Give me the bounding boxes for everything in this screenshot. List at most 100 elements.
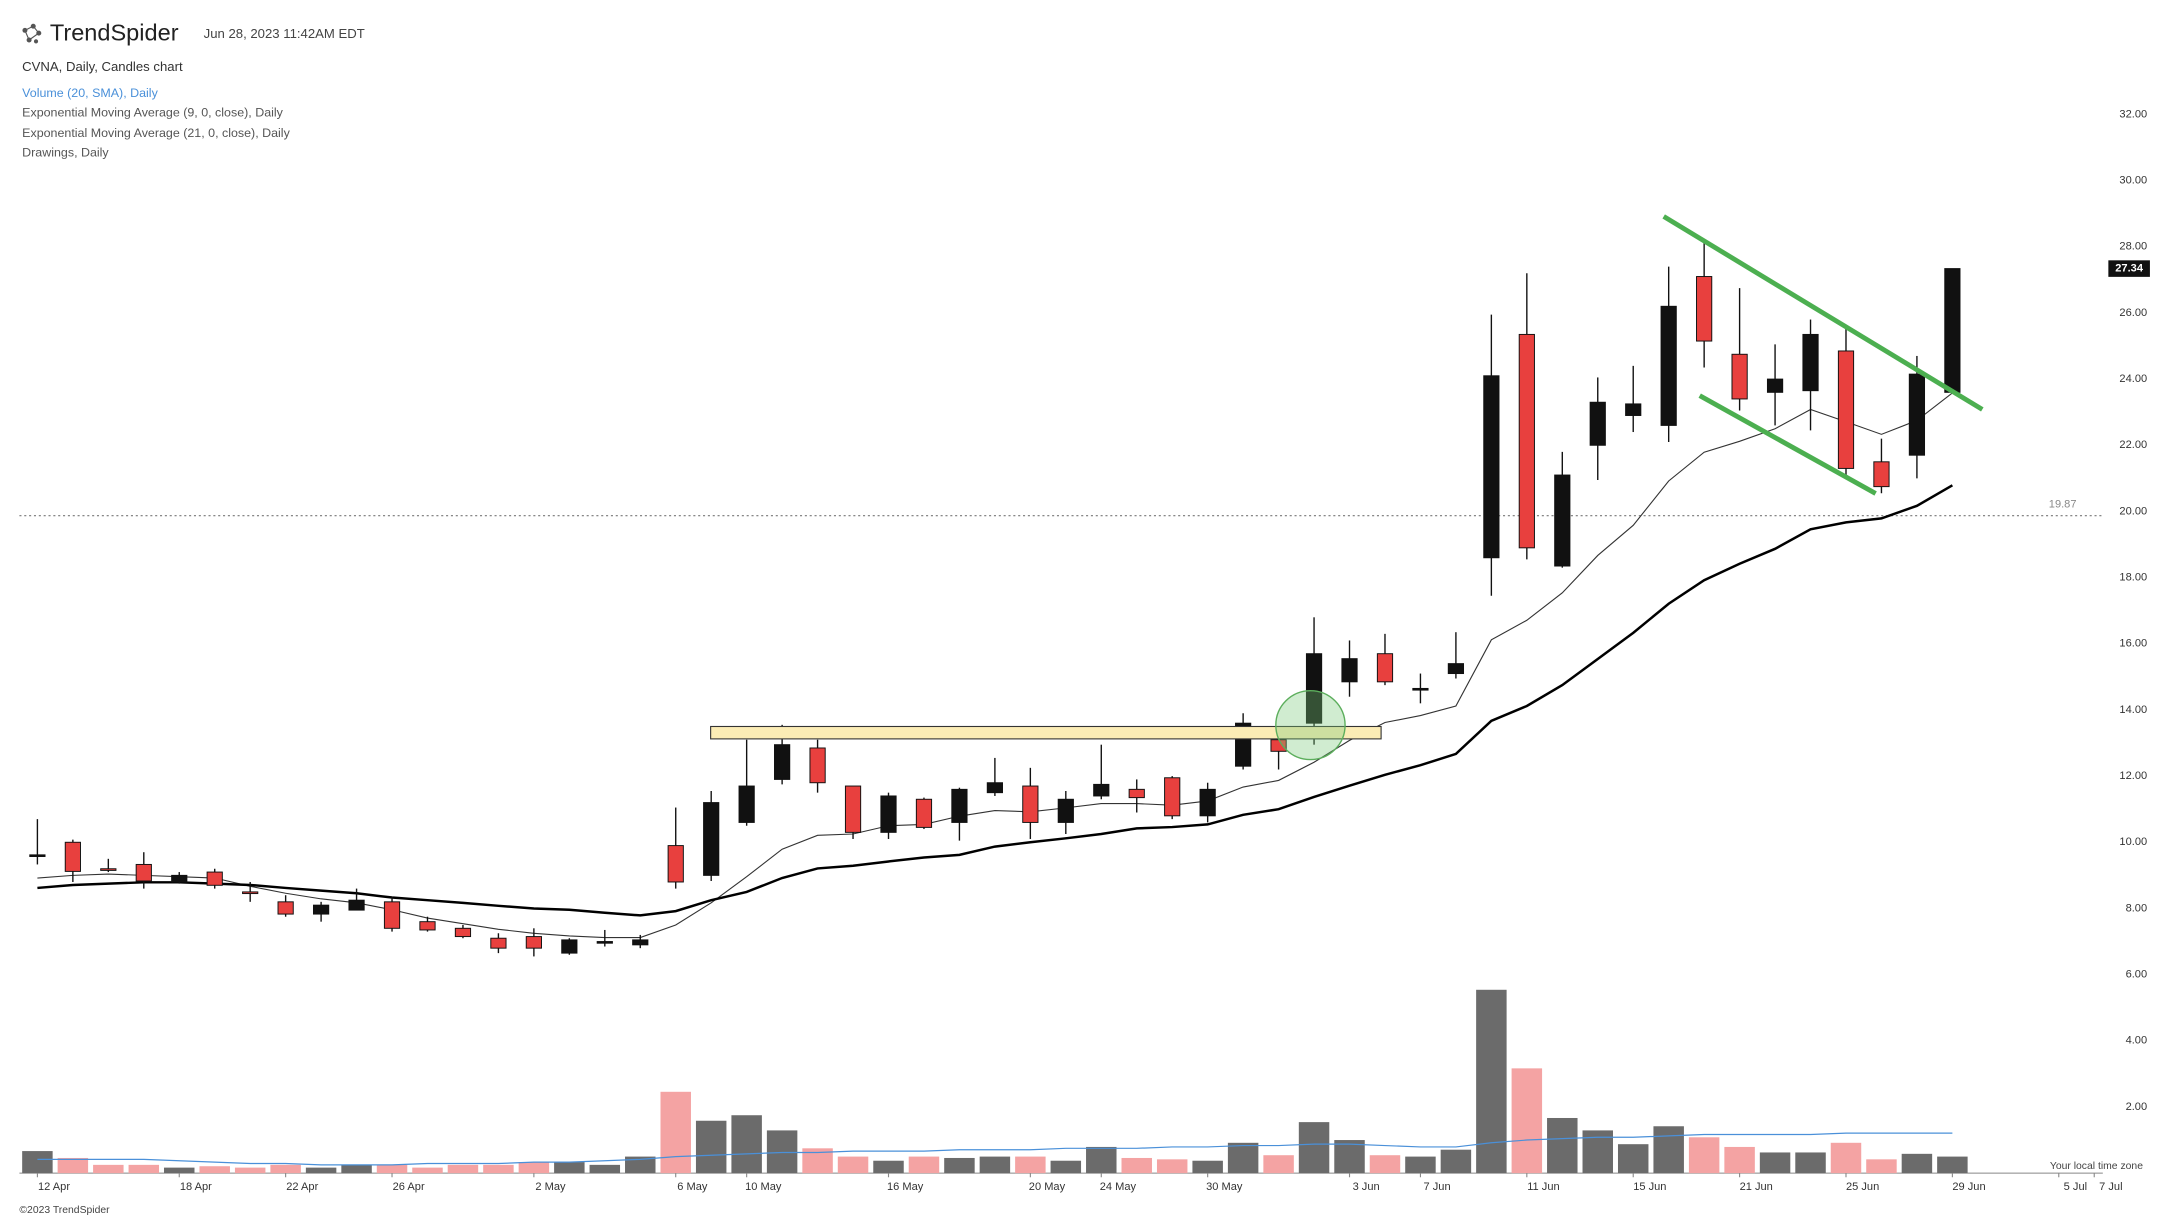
volume-bar: [1901, 1153, 1933, 1174]
y-tick-label: 4.00: [2126, 1035, 2148, 1047]
candle-body: [1766, 378, 1784, 393]
volume-bar: [1440, 1149, 1472, 1174]
x-tick-label: 2 May: [535, 1181, 566, 1193]
y-tick-label: 6.00: [2126, 969, 2148, 981]
candle-body: [525, 936, 542, 949]
candle-body: [986, 782, 1003, 794]
candle-body: [1376, 653, 1394, 683]
candle-body: [1128, 788, 1145, 799]
volume-bar: [837, 1156, 869, 1174]
logo-icon: [22, 23, 42, 44]
volume-bar: [625, 1156, 656, 1174]
volume-bar: [1476, 989, 1507, 1174]
candle-body: [1164, 777, 1181, 817]
trendline[interactable]: [1698, 393, 1877, 496]
support-zone[interactable]: [710, 725, 1382, 740]
y-tick-label: 8.00: [2126, 902, 2148, 914]
volume-bar: [93, 1164, 124, 1174]
volume-legend[interactable]: Volume (20, SMA), Daily: [22, 86, 158, 100]
volume-bar: [1547, 1117, 1578, 1174]
trendline[interactable]: [1662, 214, 1984, 412]
highlight-circle[interactable]: [1275, 689, 1346, 761]
volume-bar: [57, 1157, 89, 1174]
volume-bar: [447, 1164, 479, 1174]
candle-body: [1731, 353, 1748, 400]
candle-body: [490, 937, 507, 949]
volume-bar: [1759, 1152, 1791, 1174]
x-tick-label: 29 Jun: [1952, 1181, 1985, 1193]
ema-line: [37, 392, 1953, 939]
x-tick-label: 22 Apr: [286, 1181, 318, 1193]
volume-bar: [234, 1167, 266, 1174]
candle-body: [1022, 785, 1039, 823]
volume-bar: [766, 1130, 798, 1174]
candle-body: [1554, 474, 1571, 567]
price-line-label: 19.87: [2049, 499, 2077, 511]
y-tick-label: 12.00: [2119, 770, 2147, 782]
volume-bar: [412, 1167, 443, 1174]
volume-bar: [1050, 1160, 1082, 1174]
volume-bar: [1937, 1156, 1968, 1174]
volume-bar: [1192, 1160, 1223, 1174]
x-tick-label: 10 May: [745, 1181, 782, 1193]
volume-bar: [1121, 1157, 1152, 1174]
volume-bar: [944, 1157, 975, 1174]
volume-bar: [483, 1164, 514, 1174]
volume-bar: [128, 1164, 160, 1174]
drawings-legend[interactable]: Drawings, Daily: [22, 145, 109, 159]
ema-legend[interactable]: Exponential Moving Average (21, 0, close…: [22, 126, 290, 140]
volume-bar: [518, 1162, 550, 1174]
last-price-tag: [2108, 260, 2150, 277]
last-price-label: 27.34: [2115, 263, 2144, 275]
ema-legend[interactable]: Exponential Moving Average (9, 0, close)…: [22, 105, 283, 119]
volume-bar: [1795, 1152, 1826, 1174]
volume-bar: [305, 1167, 337, 1174]
y-tick-label: 28.00: [2119, 241, 2147, 253]
candle-body: [312, 904, 330, 915]
volume-bar: [554, 1162, 585, 1174]
x-tick-label: 18 Apr: [180, 1181, 212, 1193]
volume-bar: [1156, 1159, 1188, 1174]
volume-bar: [1405, 1156, 1436, 1174]
candle-body: [135, 863, 152, 882]
volume-bar: [1617, 1144, 1649, 1174]
candle-body: [1660, 305, 1677, 426]
y-tick-label: 22.00: [2119, 439, 2147, 451]
candle-body: [1518, 333, 1535, 549]
candle-body: [561, 939, 578, 954]
candle-body: [1625, 403, 1642, 416]
x-tick-label: 16 May: [887, 1181, 924, 1193]
volume-bar: [164, 1167, 195, 1174]
candle-body: [29, 854, 46, 857]
candle-body: [1199, 788, 1216, 817]
candle-body: [1944, 268, 1961, 393]
volume-bar: [1015, 1156, 1046, 1174]
volume-bar: [199, 1166, 230, 1174]
candle-body: [454, 927, 472, 938]
candle-body: [1589, 401, 1606, 446]
y-tick-label: 30.00: [2119, 175, 2147, 187]
candle-body: [596, 941, 613, 944]
y-tick-label: 18.00: [2119, 572, 2147, 584]
candle-body: [100, 868, 117, 871]
y-tick-label: 20.00: [2119, 505, 2147, 517]
y-tick-label: 2.00: [2126, 1101, 2148, 1113]
candle-body: [1305, 653, 1323, 724]
volume-bar: [22, 1151, 53, 1174]
candle-body: [809, 747, 826, 784]
candle-body: [1696, 276, 1713, 342]
volume-bar: [341, 1164, 372, 1174]
candle-body: [1447, 663, 1465, 675]
x-tick-label: 6 May: [677, 1181, 708, 1193]
volume-bar: [1866, 1159, 1897, 1174]
x-tick-label: 7 Jul: [2099, 1181, 2122, 1193]
candle-body: [951, 788, 968, 823]
volume-bar: [1227, 1142, 1259, 1174]
candle-body: [738, 785, 755, 823]
x-tick-label: 20 May: [1029, 1181, 1066, 1193]
candle-body: [915, 798, 933, 828]
x-tick-label: 7 Jun: [1424, 1181, 1451, 1193]
x-tick-label: 15 Jun: [1633, 1181, 1666, 1193]
